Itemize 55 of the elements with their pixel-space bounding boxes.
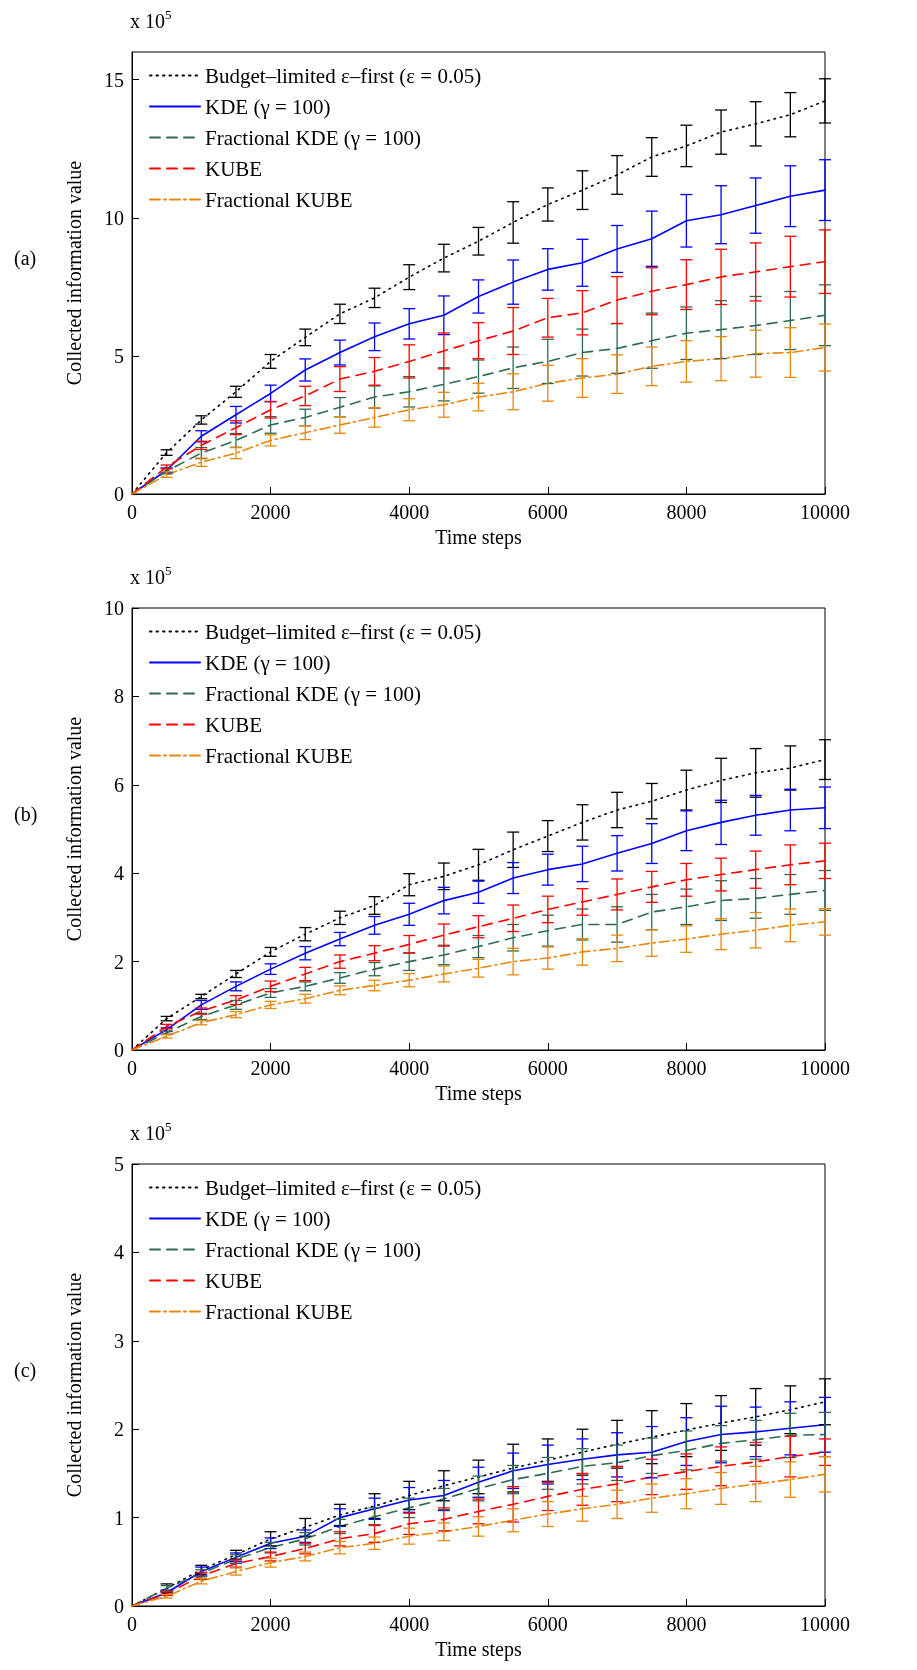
legend-label: Fractional KDE (γ = 100) <box>205 1237 421 1262</box>
x-tick-label: 10000 <box>800 501 850 523</box>
x-tick-label: 2000 <box>250 1613 291 1635</box>
y-tick-label: 15 <box>104 68 124 91</box>
legend-label: Fractional KUBE <box>205 743 353 768</box>
y-axis-title: Collected information value <box>63 160 85 386</box>
x-tick-label: 6000 <box>527 1613 568 1635</box>
y-tick-label: 0 <box>114 483 124 505</box>
y-tick-label: 10 <box>104 597 124 619</box>
legend-label: KDE (γ = 100) <box>205 650 331 675</box>
x-tick-label: 2000 <box>250 501 291 523</box>
y-tick-label: 4 <box>114 1241 124 1264</box>
y-tick-label: 2 <box>114 1418 124 1441</box>
y-tick-label: 0 <box>114 1595 124 1617</box>
x-tick-label: 8000 <box>666 1057 707 1079</box>
x-tick-label: 8000 <box>666 501 707 523</box>
x-tick-label: 6000 <box>527 501 568 523</box>
y-axis-title: Collected information value <box>63 1272 85 1498</box>
legend-label: KUBE <box>205 1268 263 1293</box>
x-tick-label: 4000 <box>389 1057 430 1079</box>
legend-label: Budget–limited ε–first (ε = 0.05) <box>205 619 482 644</box>
y-tick-label: 1 <box>114 1506 124 1529</box>
y-tick-label: 3 <box>114 1329 124 1352</box>
x-axis-title: Time steps <box>435 1081 522 1105</box>
legend-label: Fractional KUBE <box>205 1299 353 1324</box>
x-tick-label: 4000 <box>389 1613 430 1635</box>
y-tick-label: 5 <box>114 344 124 367</box>
legend-label: Fractional KUBE <box>205 187 353 212</box>
legend-label: Fractional KDE (γ = 100) <box>205 125 421 150</box>
x-tick-label: 2000 <box>250 1057 291 1079</box>
legend-label: KUBE <box>205 712 263 737</box>
text: (b) <box>14 803 38 826</box>
y-tick-label: 0 <box>114 1039 124 1061</box>
legend-label: Budget–limited ε–first (ε = 0.05) <box>205 1175 482 1200</box>
y-tick-label: 8 <box>114 685 124 708</box>
legend-label: Budget–limited ε–first (ε = 0.05) <box>205 63 482 88</box>
y-tick-label: 5 <box>114 1153 124 1175</box>
x-axis-title: Time steps <box>435 1637 522 1661</box>
legend-label: KUBE <box>205 156 263 181</box>
y-tick-label: 2 <box>114 950 124 973</box>
legend-label: KDE (γ = 100) <box>205 1206 331 1231</box>
x-tick-label: 8000 <box>666 1613 707 1635</box>
x-tick-label: 4000 <box>389 501 430 523</box>
x-tick-label: 10000 <box>800 1057 850 1079</box>
x-tick-label: 10000 <box>800 1613 850 1635</box>
text: (a) <box>14 247 37 270</box>
legend-label: KDE (γ = 100) <box>205 94 331 119</box>
y-axis-title: Collected information value <box>63 716 85 942</box>
y-tick-label: 10 <box>104 206 124 229</box>
x-tick-label: 6000 <box>527 1057 568 1079</box>
y-tick-label: 4 <box>114 862 124 885</box>
y-tick-label: 6 <box>114 773 124 796</box>
text: (c) <box>14 1359 37 1382</box>
legend-label: Fractional KDE (γ = 100) <box>205 681 421 706</box>
x-axis-title: Time steps <box>435 525 522 549</box>
